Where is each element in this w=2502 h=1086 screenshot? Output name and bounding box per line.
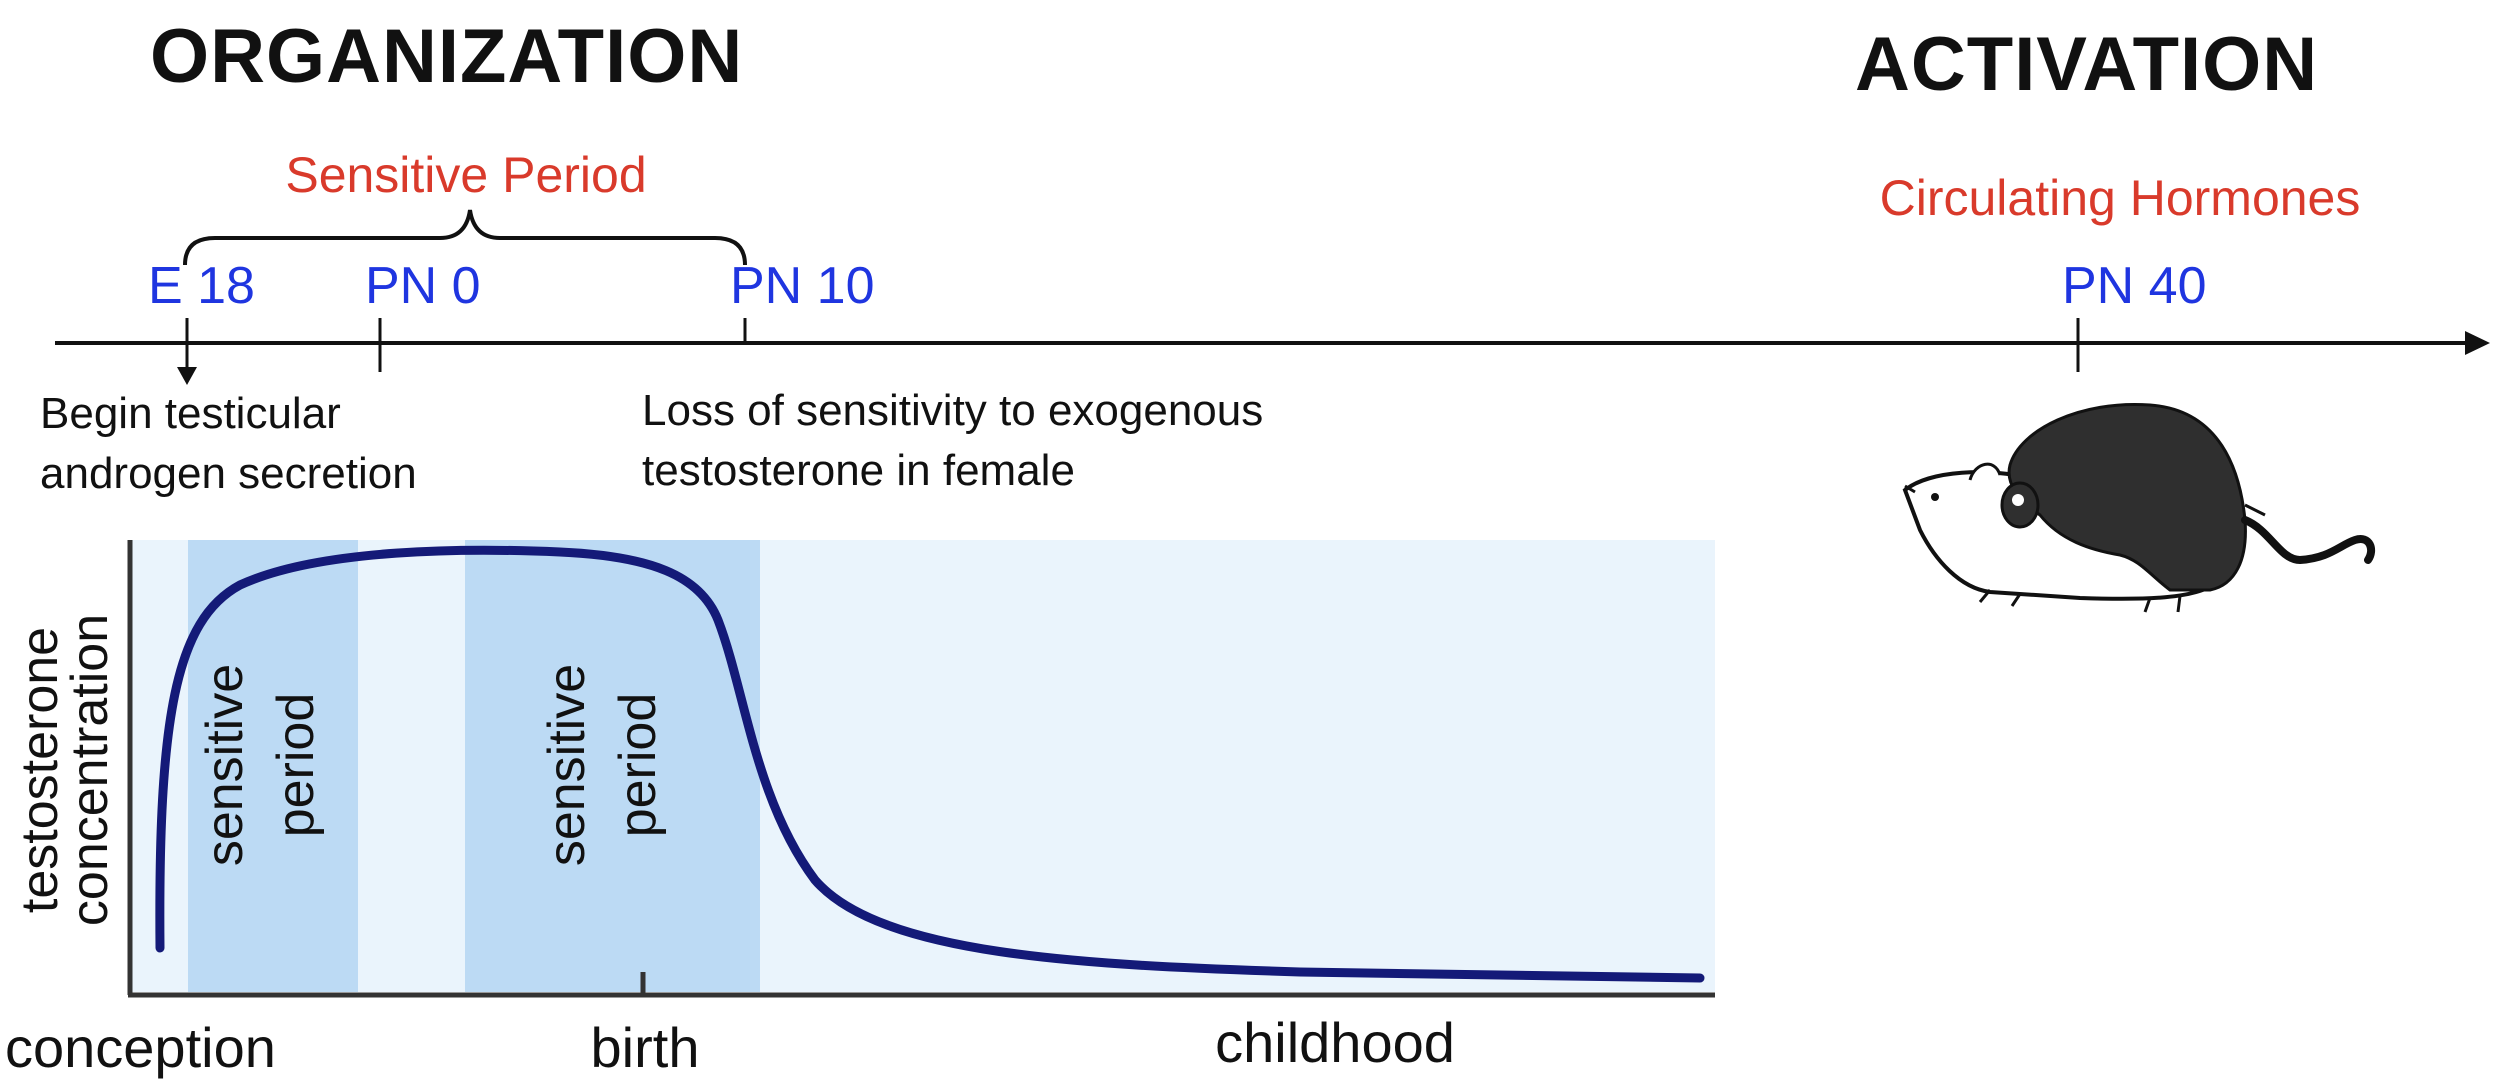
svg-text:sensitive: sensitive <box>196 664 254 866</box>
tick-e18-arrow <box>177 367 197 385</box>
band2-label: sensitive period <box>538 664 667 866</box>
svg-text:period: period <box>609 693 667 838</box>
svg-text:testosterone: testosterone <box>11 627 69 913</box>
testosterone-curve <box>155 545 1705 983</box>
x-label-conception: conception <box>5 1016 276 1079</box>
begin-annotation-line2: androgen secretion <box>40 449 417 498</box>
circulating-hormones-label: Circulating Hormones <box>1880 170 2361 226</box>
begin-annotation-line1: Begin testicular <box>40 389 341 438</box>
x-label-birth: birth <box>591 1016 700 1079</box>
timeline-arrowhead <box>2465 331 2490 355</box>
band1-label: sensitive period <box>196 664 325 866</box>
svg-text:period: period <box>267 693 325 838</box>
sensitive-period-label: Sensitive Period <box>285 147 646 203</box>
loss-annotation-line1: Loss of sensitivity to exogenous <box>642 386 1263 435</box>
timeline-label-pn10: PN 10 <box>730 257 875 315</box>
timeline-label-pn40: PN 40 <box>2062 257 2207 315</box>
svg-text:concentration: concentration <box>61 614 119 926</box>
organization-heading: ORGANIZATION <box>150 14 743 99</box>
sensitive-band-1 <box>188 540 358 992</box>
x-label-childhood: childhood <box>1215 1011 1455 1074</box>
timeline-label-pn0: PN 0 <box>365 257 481 315</box>
timeline-label-e18: E 18 <box>148 257 255 315</box>
svg-text:sensitive: sensitive <box>538 664 596 866</box>
mating-mice-illustration <box>1902 402 2376 613</box>
activation-heading: ACTIVATION <box>1855 22 2318 107</box>
sensitive-period-brace <box>183 209 747 266</box>
graph-background <box>130 540 1715 992</box>
loss-annotation-line2: testosterone in female <box>642 446 1075 495</box>
y-axis-label: testosterone concentration <box>11 614 119 926</box>
sensitive-band-2 <box>465 540 760 992</box>
